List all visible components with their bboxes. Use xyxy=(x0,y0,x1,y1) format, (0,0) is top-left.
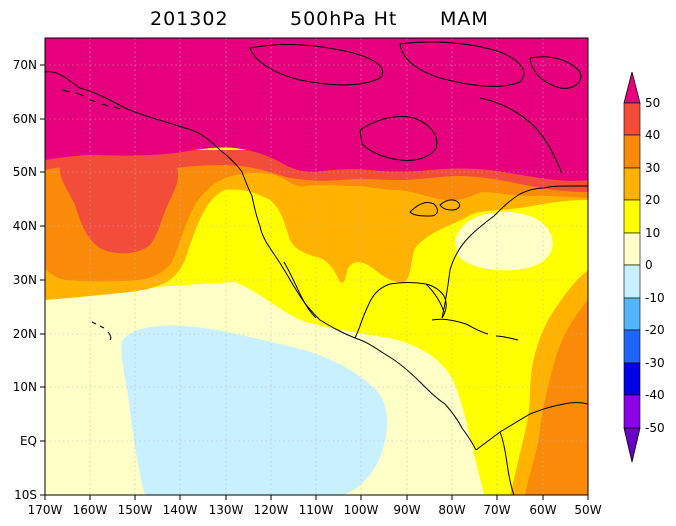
x-tick-label: 60W xyxy=(529,503,556,517)
colorbar-bottom-arrow xyxy=(623,427,641,463)
x-tick-label: 70W xyxy=(483,503,510,517)
colorbar-segment xyxy=(623,134,641,169)
y-tick-label: 10S xyxy=(14,488,37,502)
y-tick-labels: 10S EQ 10N 20N 30N 40N 50N 60N 70N xyxy=(13,58,37,502)
colorbar-top-arrow xyxy=(623,71,641,104)
colorbar-label: 50 xyxy=(645,96,660,110)
colorbar-segment xyxy=(623,167,641,201)
title-date: 201302 xyxy=(150,8,229,30)
contour-band-50-plus xyxy=(45,38,588,181)
contour-band-30-40-east xyxy=(525,300,588,495)
colorbar-label: 30 xyxy=(645,161,660,175)
y-tick-label: 40N xyxy=(13,219,37,233)
colorbar-label: -30 xyxy=(645,356,665,370)
colorbar-segment xyxy=(623,264,641,299)
contour-band-0-10-east xyxy=(455,212,553,271)
colorbar-segment xyxy=(623,232,641,266)
x-tick-label: 50W xyxy=(574,503,601,517)
colorbar-label: -40 xyxy=(645,388,665,402)
colorbar: 50 40 30 20 10 0 -10 -20 -30 -40 -50 xyxy=(623,71,665,463)
grid-lines xyxy=(45,38,588,495)
title-field: 500hPa Ht xyxy=(290,8,397,30)
colorbar-label: -20 xyxy=(645,323,665,337)
x-tick-label: 160W xyxy=(73,503,108,517)
x-tick-labels: 170W 160W 150W 140W 130W 120W 110W 100W … xyxy=(28,503,602,517)
colorbar-label: -10 xyxy=(645,291,665,305)
contour-band-40-50-west xyxy=(59,156,179,254)
colorbar-label: 10 xyxy=(645,226,660,240)
x-tick-label: 130W xyxy=(209,503,244,517)
x-tick-label: 100W xyxy=(344,503,379,517)
colorbar-segment xyxy=(623,102,641,136)
colorbar-label: 20 xyxy=(645,193,660,207)
y-tick-label: EQ xyxy=(20,434,37,448)
y-tick-label: 60N xyxy=(13,112,37,126)
x-tick-label: 90W xyxy=(393,503,420,517)
x-tick-label: 170W xyxy=(28,503,63,517)
colorbar-label: 40 xyxy=(645,128,660,142)
y-tick-label: 30N xyxy=(13,273,37,287)
y-tick-label: 10N xyxy=(13,380,37,394)
title-season: MAM xyxy=(440,8,489,30)
coastlines xyxy=(45,41,588,495)
contour-fills xyxy=(45,38,588,495)
x-tick-label: 140W xyxy=(163,503,198,517)
contour-band-neg10-0 xyxy=(121,325,388,495)
colorbar-segment xyxy=(623,394,641,429)
colorbar-label: 0 xyxy=(645,258,653,272)
axis-ticks xyxy=(40,64,589,500)
x-tick-label: 110W xyxy=(299,503,334,517)
colorbar-segment xyxy=(623,199,641,234)
y-tick-label: 50N xyxy=(13,165,37,179)
colorbar-segment xyxy=(623,329,641,364)
x-tick-label: 80W xyxy=(438,503,465,517)
y-tick-label: 20N xyxy=(13,327,37,341)
y-tick-label: 70N xyxy=(13,58,37,72)
colorbar-label: -50 xyxy=(645,421,665,435)
x-tick-label: 120W xyxy=(254,503,289,517)
colorbar-segment xyxy=(623,297,641,331)
colorbar-segment xyxy=(623,362,641,396)
x-tick-label: 150W xyxy=(118,503,153,517)
